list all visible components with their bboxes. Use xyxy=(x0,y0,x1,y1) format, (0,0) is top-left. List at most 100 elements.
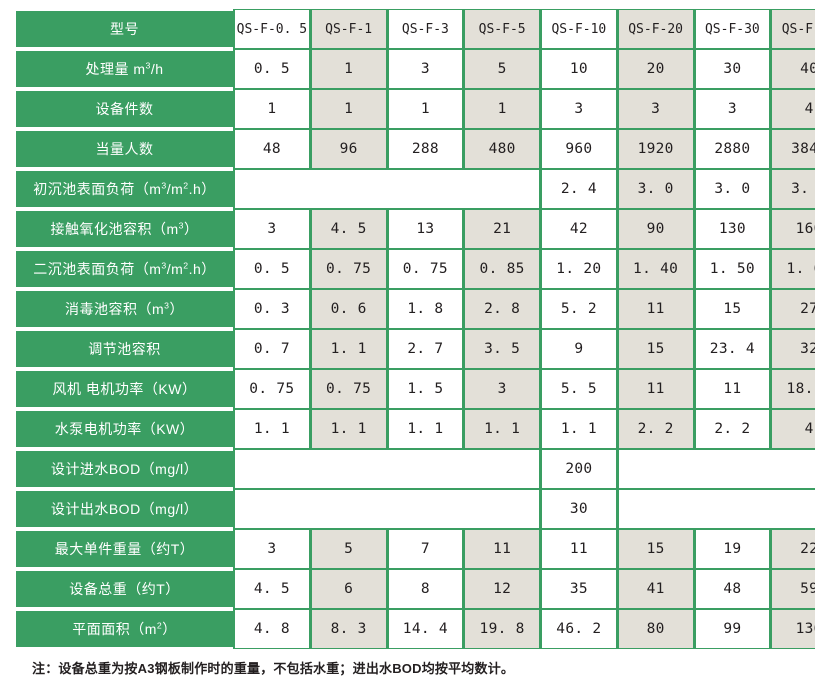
table-cell: 0. 75 xyxy=(309,369,387,409)
spec-sheet: 型号 QS-F-0. 5 QS-F-1 QS-F-3 QS-F-5 QS-F-10 QS-F… xyxy=(16,9,815,676)
row-label-6: 消毒池容积（m3） xyxy=(16,289,233,329)
table-cell: 0. 5 xyxy=(233,49,310,89)
table-cell: 0. 7 xyxy=(233,329,310,369)
table-row: 设计出水BOD（mg/l） 30 xyxy=(16,489,815,529)
table-cell: 23. 4 xyxy=(693,329,771,369)
column-header-0: QS-F-0. 5 xyxy=(233,9,310,49)
table-cell: 19. 8 xyxy=(463,609,540,649)
table-row: 设备件数 1 1 1 1 3 3 3 4 xyxy=(16,89,815,129)
table-cell: 7 xyxy=(386,529,464,569)
column-header-2: QS-F-3 xyxy=(386,9,464,49)
table-cell: 18. 5 xyxy=(770,369,815,409)
table-cell: 48 xyxy=(693,569,771,609)
table-cell: 10 xyxy=(540,49,617,89)
table-row: 二沉池表面负荷（m3/m2.h） 0. 5 0. 75 0. 75 0. 85 1. 20… xyxy=(16,249,815,289)
row-label-1: 设备件数 xyxy=(16,89,233,129)
table-cell: 15 xyxy=(693,289,771,329)
table-cell: 35 xyxy=(540,569,617,609)
table-row: 平面面积（m2）4. 88. 314. 419. 846. 28099136 xyxy=(16,609,815,649)
table-cell: 8. 3 xyxy=(309,609,387,649)
table-cell: 2. 4 xyxy=(540,169,617,209)
row-label-9: 水泵电机功率（KW） xyxy=(16,409,233,449)
table-cell: 59 xyxy=(770,569,815,609)
table-cell: 30 xyxy=(540,489,617,529)
table-cell: 136 xyxy=(770,609,815,649)
row-label-5: 二沉池表面负荷（m3/m2.h） xyxy=(16,249,233,289)
table-cell: 30 xyxy=(693,49,771,89)
table-cell: 0. 75 xyxy=(233,369,310,409)
table-cell: 5 xyxy=(463,49,540,89)
row-label-12: 最大单件重量（约T） xyxy=(16,529,233,569)
table-cell: 4. 5 xyxy=(233,569,310,609)
table-cell: 1. 5 xyxy=(386,369,464,409)
table-cell: 288 xyxy=(386,129,464,169)
table-row: 设备总重（约T） 4. 5 6 8 12 35 41 48 59 xyxy=(16,569,815,609)
table-cell: 9 xyxy=(540,329,617,369)
table-cell: 4 xyxy=(770,409,815,449)
table-cell: 20 xyxy=(616,49,694,89)
row-label-14: 平面面积（m2） xyxy=(16,609,233,649)
table-cell: 3. 0 xyxy=(770,169,815,209)
table-row: 处理量 m3/h 0. 5 1 3 5 10 20 30 40 xyxy=(16,49,815,89)
table-footnote: 注：设备总重为按A3钢板制作时的重量，不包括水重；进出水BOD均按平均数计。 xyxy=(32,661,515,676)
table-cell: 3 xyxy=(233,529,310,569)
table-cell: 21 xyxy=(463,209,540,249)
table-cell: 15 xyxy=(616,329,694,369)
table-cell: 2880 xyxy=(693,129,771,169)
table-cell: 3 xyxy=(463,369,540,409)
table-cell: 0. 3 xyxy=(233,289,310,329)
column-header-1: QS-F-1 xyxy=(309,9,387,49)
table-cell: 41 xyxy=(616,569,694,609)
spec-table: 型号 QS-F-0. 5 QS-F-1 QS-F-3 QS-F-5 QS-F-10 QS-F… xyxy=(16,9,815,649)
row-label-2: 当量人数 xyxy=(16,129,233,169)
table-cell: 0. 75 xyxy=(309,249,387,289)
table-cell: 32 xyxy=(770,329,815,369)
table-cell: 480 xyxy=(463,129,540,169)
row-label-11: 设计出水BOD（mg/l） xyxy=(16,489,233,529)
table-cell: 12 xyxy=(463,569,540,609)
table-cell: 160 xyxy=(770,209,815,249)
table-header-row: 型号 QS-F-0. 5 QS-F-1 QS-F-3 QS-F-5 QS-F-10 QS-F… xyxy=(16,9,815,49)
column-header-4: QS-F-10 xyxy=(540,9,617,49)
table-cell: 1. 50 xyxy=(693,249,771,289)
table-cell: 3 xyxy=(693,89,771,129)
table-cell: 0. 6 xyxy=(309,289,387,329)
table-cell: 0. 5 xyxy=(233,249,310,289)
table-cell: 42 xyxy=(540,209,617,249)
table-cell: 1. 1 xyxy=(309,329,387,369)
table-cell: 1 xyxy=(386,89,464,129)
table-cell: 3. 0 xyxy=(693,169,771,209)
table-cell: 46. 2 xyxy=(540,609,617,649)
table-cell: 1. 1 xyxy=(463,409,540,449)
table-cell: 5. 2 xyxy=(540,289,617,329)
row-label-0: 处理量 m3/h xyxy=(16,49,233,89)
table-cell: 0. 75 xyxy=(386,249,464,289)
table-cell: 130 xyxy=(693,209,771,249)
table-cell: 1. 20 xyxy=(540,249,617,289)
table-row: 接触氧化池容积（m3）34. 513214290130160 xyxy=(16,209,815,249)
table-cell-blank xyxy=(616,449,815,489)
table-cell: 15 xyxy=(616,529,694,569)
table-cell: 3 xyxy=(616,89,694,129)
table-cell: 2. 7 xyxy=(386,329,464,369)
row-label-10: 设计进水BOD（mg/l） xyxy=(16,449,233,489)
table-cell: 1920 xyxy=(616,129,694,169)
table-cell: 22 xyxy=(770,529,815,569)
table-cell: 1 xyxy=(309,49,387,89)
table-cell: 2. 8 xyxy=(463,289,540,329)
row-label-8: 风机 电机功率（KW） xyxy=(16,369,233,409)
table-cell-blank xyxy=(233,489,540,529)
table-row: 最大单件重量（约T） 3 5 7 11 11 15 19 22 xyxy=(16,529,815,569)
table-cell: 14. 4 xyxy=(386,609,464,649)
table-cell: 19 xyxy=(693,529,771,569)
table-cell: 5 xyxy=(309,529,387,569)
row-label-13: 设备总重（约T） xyxy=(16,569,233,609)
table-cell: 4. 8 xyxy=(233,609,310,649)
row-label-3: 初沉池表面负荷（m3/m2.h） xyxy=(16,169,233,209)
table-cell: 96 xyxy=(309,129,387,169)
table-cell: 13 xyxy=(386,209,464,249)
table-cell-blank xyxy=(233,449,540,489)
table-cell-blank xyxy=(616,489,815,529)
table-cell: 3 xyxy=(386,49,464,89)
